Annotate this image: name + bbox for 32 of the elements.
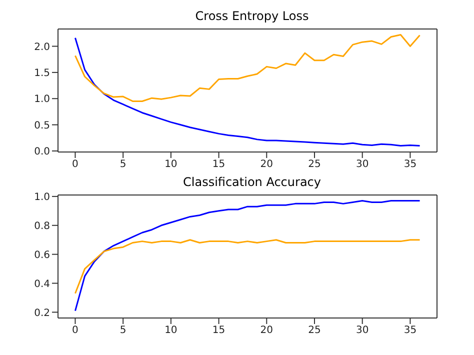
y-tick-label: 0.8 <box>34 220 50 232</box>
chart-title: Classification Accuracy <box>182 174 322 190</box>
x-tick-label: 15 <box>212 159 226 170</box>
x-tick-label: 10 <box>164 325 178 336</box>
x-tick-label: 30 <box>356 159 369 170</box>
x-tick-label: 30 <box>356 325 369 336</box>
y-tick-label: 2.0 <box>34 42 50 53</box>
y-tick-label: 0.5 <box>34 120 50 132</box>
y-tick-label: 1.5 <box>34 68 50 79</box>
y-tick-label: 0.4 <box>34 278 50 290</box>
x-tick-label: 20 <box>260 159 274 170</box>
line-series <box>74 34 421 102</box>
chart-title: Cross Entropy Loss <box>194 8 310 24</box>
y-tick-label: 1.0 <box>34 192 50 203</box>
x-tick-label: 0 <box>72 325 78 336</box>
line-series <box>74 37 421 146</box>
y-tick-label: 0.2 <box>34 308 50 319</box>
x-tick-label: 20 <box>260 325 274 336</box>
x-tick-label: 5 <box>120 159 126 170</box>
y-tick-label: 0.6 <box>34 250 50 261</box>
x-tick-label: 25 <box>308 159 321 170</box>
x-tick-label: 0 <box>72 159 78 170</box>
x-tick-label: 35 <box>404 159 417 170</box>
x-tick-label: 15 <box>212 325 226 336</box>
line-series <box>74 239 421 294</box>
x-tick-label: 10 <box>164 159 178 170</box>
x-tick-label: 5 <box>120 325 126 336</box>
y-tick-label: 1.0 <box>34 94 50 106</box>
y-tick-label: 0.0 <box>34 146 50 158</box>
x-tick-label: 35 <box>404 325 417 336</box>
x-tick-label: 25 <box>308 325 321 336</box>
line-series <box>74 200 421 312</box>
